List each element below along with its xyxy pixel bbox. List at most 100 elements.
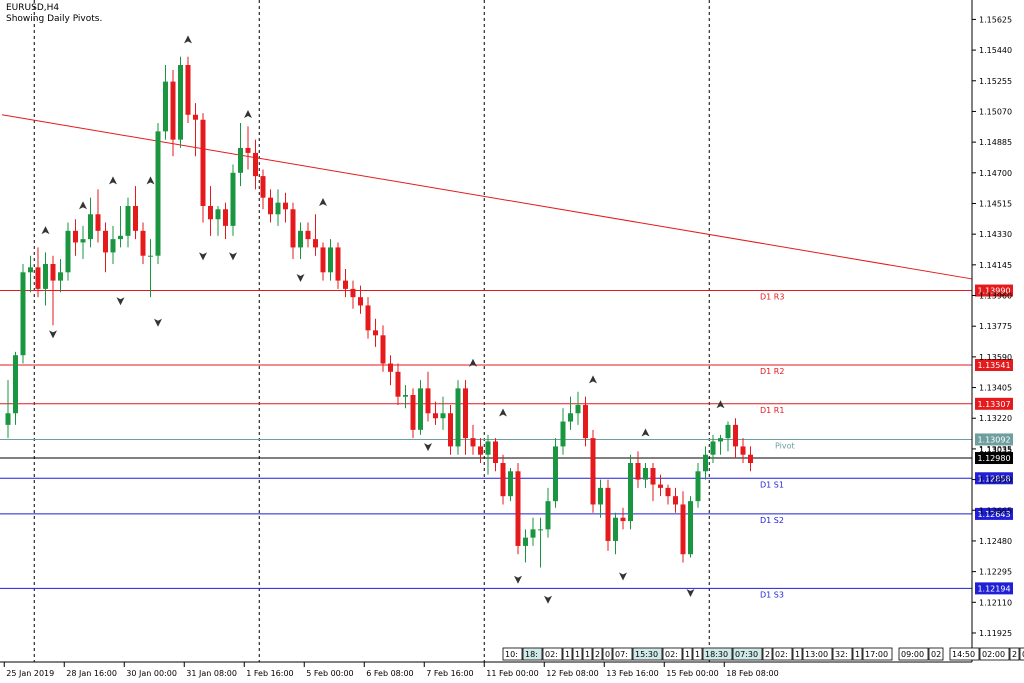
candle-body <box>748 454 753 464</box>
fractal-up-icon <box>109 176 117 185</box>
pivot-price-label: 1.13307 <box>977 400 1010 409</box>
fractal-down-icon <box>49 330 57 339</box>
fractal-down-icon <box>116 297 125 306</box>
candle-body <box>163 81 168 132</box>
time-marker-box[interactable] <box>702 647 733 661</box>
pivot-price-label: 1.12194 <box>977 584 1010 593</box>
time-marker-label: 02: <box>665 650 678 659</box>
candle-body <box>80 239 86 243</box>
time-tick-label: 30 Jan 00:00 <box>126 669 177 678</box>
time-tick-label: 18 Feb 08:00 <box>726 669 778 678</box>
time-marker-label: 07: <box>615 650 628 659</box>
price-tick-label: 1.15070 <box>979 107 1012 116</box>
time-marker-box[interactable] <box>572 647 583 661</box>
candle-body <box>658 484 663 488</box>
time-marker-box[interactable] <box>592 647 603 661</box>
time-marker-box[interactable] <box>632 647 663 661</box>
time-marker-box[interactable] <box>692 647 703 661</box>
time-marker-box[interactable] <box>792 647 803 661</box>
time-marker-label: 17:00 <box>865 650 888 659</box>
trendline-layer <box>1 114 973 280</box>
candle-body <box>508 471 513 497</box>
time-marker-box[interactable] <box>772 647 793 661</box>
price-tick-label: 1.13775 <box>979 322 1012 331</box>
fractal-down-icon <box>154 318 162 327</box>
pivot-price-tag <box>975 359 1013 371</box>
time-tick-label: 25 Jan 2019 <box>6 669 54 678</box>
time-marker-box[interactable] <box>542 647 563 661</box>
time-marker-label: 1 <box>685 650 690 659</box>
time-marker-box[interactable] <box>662 647 683 661</box>
pivot-label: D1 R1 <box>760 406 784 415</box>
fractal-up-icon <box>641 428 650 437</box>
pivot-price-tag <box>975 397 1013 410</box>
candle-body <box>500 463 506 497</box>
time-marker-box[interactable] <box>612 647 633 661</box>
time-marker-box[interactable] <box>522 647 543 661</box>
time-marker-box[interactable] <box>582 647 593 661</box>
time-tick-label: 31 Jan 08:00 <box>186 669 237 678</box>
time-marker-box[interactable] <box>732 647 763 661</box>
price-tick-label: 1.14515 <box>979 199 1012 208</box>
candle-body <box>65 230 71 273</box>
time-tick-label: 11 Feb 00:00 <box>486 669 538 678</box>
time-marker-box[interactable] <box>502 647 523 661</box>
time-marker-box[interactable] <box>898 647 929 661</box>
candle-body <box>410 395 416 430</box>
time-marker-box[interactable] <box>862 647 893 661</box>
trendline[interactable] <box>1 114 973 280</box>
candle-body <box>733 424 738 447</box>
candle-body <box>613 517 618 541</box>
time-marker-box[interactable] <box>979 647 1010 661</box>
candle-body <box>568 413 573 422</box>
candle-body <box>238 147 243 173</box>
fractal-up-icon <box>499 408 507 417</box>
candle-body <box>575 404 581 414</box>
time-marker-label: 1 <box>795 650 800 659</box>
time-marker-box[interactable] <box>1019 647 1024 661</box>
time-marker-box[interactable] <box>762 647 773 661</box>
pivot-label: Pivot <box>775 441 795 450</box>
time-tick-label: 5 Feb 00:00 <box>306 669 353 678</box>
candle-body <box>418 388 423 430</box>
time-marker-box[interactable] <box>852 647 863 661</box>
time-marker-label: 14:50 <box>952 650 975 659</box>
pivot-label: D1 S1 <box>760 480 784 489</box>
time-marker-box[interactable] <box>562 647 573 661</box>
candle-body <box>358 297 363 306</box>
fractal-up-icon <box>244 110 252 119</box>
candle-body <box>620 517 626 522</box>
time-marker-box[interactable] <box>682 647 693 661</box>
time-marker-box[interactable] <box>602 647 613 661</box>
candle-body <box>110 239 116 253</box>
time-marker-box[interactable] <box>949 647 980 661</box>
time-marker-box[interactable] <box>802 647 833 661</box>
candle-body <box>305 230 311 240</box>
time-marker-label: 1 <box>575 650 580 659</box>
candle-body <box>493 441 498 464</box>
time-marker-label: 0 <box>605 650 610 659</box>
candle-body <box>320 247 326 273</box>
candle-body <box>275 202 281 215</box>
fractal-down-icon <box>686 589 695 598</box>
time-marker-box[interactable] <box>832 647 853 661</box>
time-marker-box[interactable] <box>1009 647 1020 661</box>
current-price-label: 1.12980 <box>977 454 1010 463</box>
price-tick-label: 1.15255 <box>979 77 1012 86</box>
time-marker-label: 02 <box>931 650 941 659</box>
pivot-price-label: 1.12858 <box>977 474 1010 483</box>
time-marker-label: 32: <box>835 650 848 659</box>
candle-body <box>628 463 633 522</box>
candle-body <box>523 537 528 546</box>
candle-body <box>545 501 551 530</box>
time-marker-box[interactable] <box>928 647 944 661</box>
candle-body <box>538 529 543 531</box>
candle-body <box>740 446 746 455</box>
candle-body <box>283 202 288 210</box>
time-marker-label: 10: <box>505 650 518 659</box>
time-tick-label: 13 Feb 16:00 <box>606 669 658 678</box>
price-tick-label: 1.12480 <box>979 537 1012 546</box>
candle-body <box>530 529 536 538</box>
